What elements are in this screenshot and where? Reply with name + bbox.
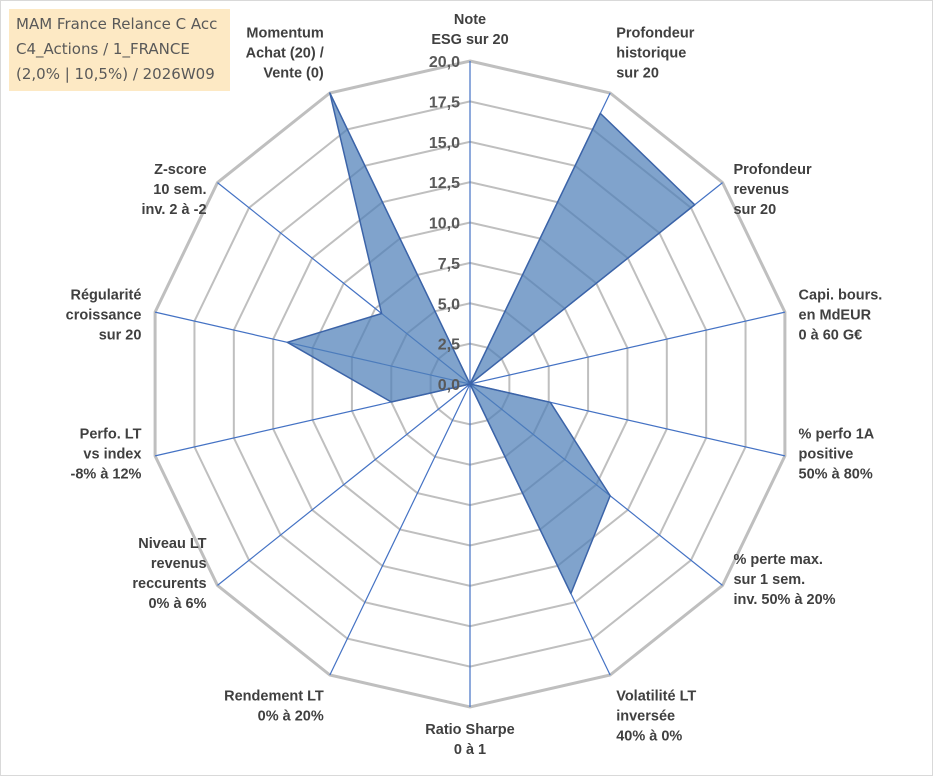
category-label-line: sur 20 — [616, 65, 659, 81]
category-label-line: 0% à 20% — [258, 709, 324, 725]
category-label-line: % perte max. — [733, 552, 822, 568]
axis-spoke — [217, 383, 471, 586]
data-series-area — [286, 92, 696, 595]
category-label-line: ESG sur 20 — [431, 32, 508, 48]
axis-tick-label: 17,5 — [429, 94, 460, 111]
category-label-line: Capi. bours. — [799, 287, 883, 303]
axis-tick-label: 0,0 — [438, 377, 460, 394]
category-label-line: 0 à 60 G€ — [799, 327, 863, 343]
category-label-line: revenus — [151, 556, 207, 572]
category-label-line: Achat (20) / — [246, 45, 324, 61]
category-label-line: Vente (0) — [263, 65, 324, 81]
category-label-line: revenus — [733, 182, 789, 198]
category-label: Perfo. LT vs index -8% à 12% — [71, 427, 142, 483]
category-label-line: sur 20 — [733, 202, 776, 218]
category-label-line: Volatilité LT — [616, 689, 696, 705]
category-label-line: Régularité — [71, 287, 142, 303]
category-label-line: 0% à 6% — [148, 596, 206, 612]
category-label: Rendement LT 0% à 20% — [224, 689, 324, 725]
axis-tick-label: 15,0 — [429, 135, 460, 152]
category-label: Z-score 10 sem. inv. 2 à -2 — [142, 162, 207, 218]
category-label: Momentum Achat (20) / Vente (0) — [246, 25, 324, 81]
category-label: Ratio Sharpe 0 à 1 — [425, 722, 514, 758]
category-label-line: inversée — [616, 709, 675, 725]
axis-tick-label: 10,0 — [429, 216, 460, 233]
axis-tick-label: 20,0 — [429, 54, 460, 71]
category-label-line: Ratio Sharpe — [425, 722, 514, 738]
category-label-line: Perfo. LT — [80, 427, 142, 443]
fund-name: MAM France Relance C Acc — [16, 15, 218, 33]
category-label: Profondeur revenus sur 20 — [733, 162, 811, 218]
category-label-line: reccurents — [132, 576, 206, 592]
category-label: Capi. bours. en MdEUR 0 à 60 G€ — [799, 287, 883, 343]
category-label-line: 10 sem. — [153, 182, 206, 198]
fund-period: (2,0% | 10,5%) / 2026W09 — [16, 65, 215, 83]
category-label-line: Profondeur — [616, 25, 694, 41]
category-label-line: 50% à 80% — [799, 467, 873, 483]
category-label-line: Niveau LT — [138, 536, 206, 552]
category-label-line: en MdEUR — [799, 307, 872, 323]
category-label-line: historique — [616, 45, 686, 61]
category-label-line: sur 20 — [99, 327, 142, 343]
category-label-line: inv. 50% à 20% — [733, 592, 835, 608]
category-label-line: sur 1 sem. — [733, 572, 805, 588]
category-label: % perfo 1A positive 50% à 80% — [799, 427, 875, 483]
category-label-line: 40% à 0% — [616, 729, 682, 745]
category-label: % perte max. sur 1 sem. inv. 50% à 20% — [733, 552, 835, 608]
category-label-line: vs index — [83, 447, 141, 463]
category-label-line: Z-score — [154, 162, 206, 178]
category-label-line: croissance — [66, 307, 142, 323]
category-label-line: -8% à 12% — [71, 467, 142, 483]
axis-spoke — [469, 311, 786, 385]
category-label: Volatilité LT inversée 40% à 0% — [616, 689, 696, 745]
category-label-line: Note — [454, 12, 486, 28]
axis-tick-label: 12,5 — [429, 175, 460, 192]
category-label-line: Momentum — [246, 25, 323, 41]
axis-tick-label: 2,5 — [438, 337, 460, 354]
category-label: Niveau LT revenus reccurents 0% à 6% — [132, 536, 206, 612]
category-label: Régularité croissance sur 20 — [66, 287, 142, 343]
category-label-line: % perfo 1A — [799, 427, 875, 443]
axis-tick-label: 5,0 — [438, 296, 460, 313]
fund-category: C4_Actions / 1_FRANCE — [16, 40, 190, 58]
category-label-line: Rendement LT — [224, 689, 324, 705]
category-label: Note ESG sur 20 — [431, 12, 508, 48]
category-label-line: positive — [799, 447, 854, 463]
fund-title-box: MAM France Relance C Acc C4_Actions / 1_… — [9, 9, 230, 91]
axis-tick-label: 7,5 — [438, 256, 460, 273]
category-label-line: 0 à 1 — [454, 742, 486, 758]
category-label-line: inv. 2 à -2 — [142, 202, 207, 218]
category-label: Profondeur historique sur 20 — [616, 25, 694, 81]
axis-spoke — [329, 383, 471, 676]
category-label-line: Profondeur — [733, 162, 811, 178]
